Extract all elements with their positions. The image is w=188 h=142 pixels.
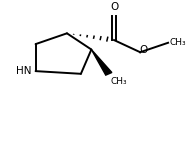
Polygon shape	[91, 50, 112, 75]
Text: O: O	[139, 44, 148, 55]
Text: HN: HN	[16, 66, 31, 76]
Text: O: O	[110, 2, 118, 12]
Text: CH₃: CH₃	[111, 77, 127, 85]
Text: CH₃: CH₃	[170, 38, 186, 47]
